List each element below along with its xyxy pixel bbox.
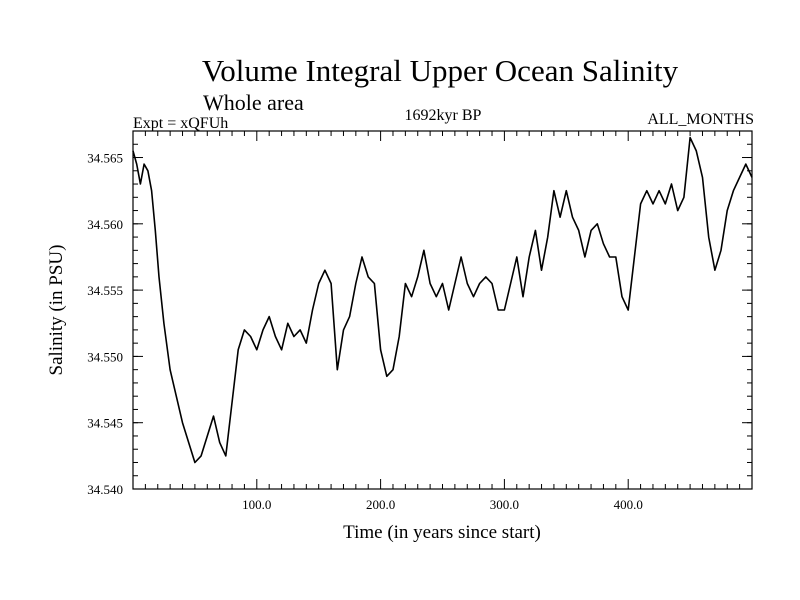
x-tick-label: 300.0	[490, 497, 519, 512]
y-tick-label: 34.550	[87, 349, 123, 364]
chart-title: Volume Integral Upper Ocean Salinity	[201, 53, 679, 88]
experiment-label: Expt = xQFUh	[133, 115, 229, 132]
y-axis-title: Salinity (in PSU)	[46, 245, 67, 376]
y-tick-label: 34.555	[87, 283, 123, 298]
plot-frame	[132, 130, 753, 490]
months-label: ALL_MONTHS	[647, 111, 754, 128]
x-axis-title: Time (in years since start)	[343, 522, 541, 543]
salinity-series-line	[132, 136, 753, 464]
x-tick-label: 400.0	[614, 497, 643, 512]
y-tick-label: 34.565	[87, 151, 123, 166]
x-tick-label: 100.0	[242, 497, 271, 512]
chart-subtitle: Whole area	[203, 90, 304, 115]
y-tick-label: 34.540	[87, 482, 123, 497]
period-label: 1692kyr BP	[404, 107, 482, 124]
y-tick-label: 34.560	[87, 217, 123, 232]
x-tick-label: 200.0	[366, 497, 395, 512]
y-tick-label: 34.545	[87, 416, 123, 431]
